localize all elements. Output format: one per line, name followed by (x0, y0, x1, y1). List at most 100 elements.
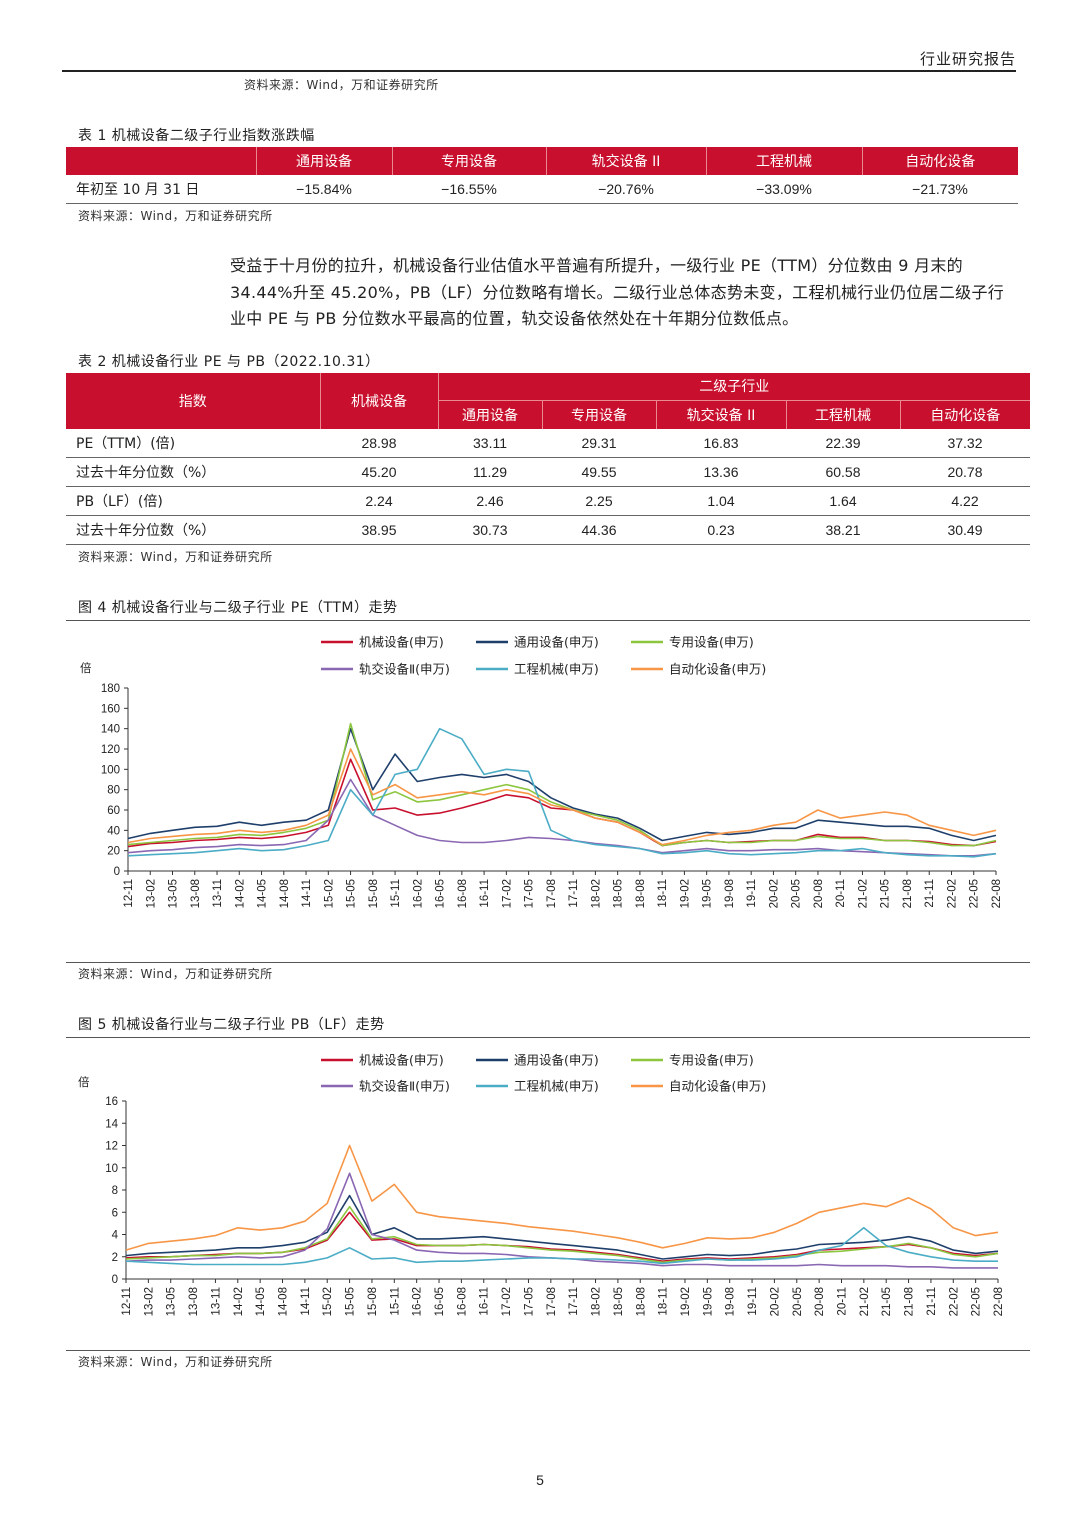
fig5-source: 资料来源：Wind，万和证券研究所 (78, 1355, 273, 1369)
table2-cell: PB（LF）(倍) (66, 486, 320, 516)
pe-ttm-chart: 机械设备(申万) 通用设备(申万) 专用设备(申万) 轨交设备Ⅱ(申万) 工程机械(申万… (80, 635, 1003, 909)
table2-cell: 30.73 (438, 515, 542, 545)
table1-caption: 表 1 机械设备二级子行业指数涨跌幅 (78, 128, 315, 144)
table2-cell: 1.64 (786, 486, 900, 516)
table2-source: 资料来源：Wind，万和证券研究所 (78, 550, 273, 564)
y-tick-label: 4 (112, 1230, 119, 1242)
y-tick-label: 10 (105, 1163, 118, 1175)
x-tick-label: 18-02 (590, 879, 602, 908)
fig5-top-rule (66, 1037, 1030, 1038)
x-tick-label: 14-11 (300, 1287, 312, 1316)
table1-header-cell: 专用设备 (392, 147, 547, 175)
series-line (125, 1205, 999, 1264)
x-tick-label: 20-08 (813, 879, 825, 908)
table-row: PB（LF）(倍) 2.24 2.46 2.25 1.04 1.64 4.22 (66, 486, 1030, 516)
table-row: 过去十年分位数（%） 38.95 30.73 44.36 0.23 38.21 … (66, 515, 1030, 545)
y-tick-label: 160 (101, 703, 120, 715)
x-tick-label: 15-11 (390, 879, 402, 908)
x-tick-label: 14-05 (255, 1287, 267, 1316)
table1-header-cell: 工程机械 (706, 147, 863, 175)
legend-label: 专用设备(申万) (669, 1053, 754, 1068)
x-tick-label: 15-02 (323, 879, 335, 908)
legend-label: 机械设备(申万) (359, 635, 444, 650)
x-tick-label: 13-05 (166, 1287, 178, 1316)
x-tick-label: 18-11 (658, 1287, 670, 1316)
y-tick-label: 140 (101, 724, 120, 736)
table2: 指数 机械设备 二级子行业 通用设备 专用设备 轨交设备 II 工程机械 自动化… (66, 373, 1030, 545)
y-tick-label: 6 (112, 1207, 118, 1219)
series-line (127, 758, 997, 848)
x-tick-label: 22-05 (971, 1287, 983, 1316)
x-tick-label: 21-11 (926, 1287, 938, 1316)
table2-cell: 过去十年分位数（%） (66, 457, 320, 487)
fig5-caption: 图 5 机械设备行业与二级子行业 PB（LF）走势 (78, 1017, 385, 1033)
y-tick-label: 0 (114, 866, 120, 878)
x-tick-label: 13-02 (145, 879, 157, 908)
fig4-top-rule (66, 620, 1030, 621)
header-divider (62, 70, 1016, 72)
y-tick-label: 8 (112, 1185, 118, 1197)
x-tick-label: 18-05 (613, 1287, 625, 1316)
series-line (127, 727, 997, 858)
legend-label: 工程机械(申万) (514, 662, 599, 677)
table2-header-main: 机械设备 (320, 373, 439, 429)
table2-subheader-cell: 轨交设备 II (656, 399, 787, 429)
y-tick-label: 180 (101, 683, 120, 695)
x-tick-label: 17-05 (523, 1287, 535, 1316)
x-tick-label: 16-05 (435, 879, 447, 908)
table1-header-row: 通用设备 专用设备 轨交设备 II 工程机械 自动化设备 (66, 147, 1018, 175)
table1-header-cell (66, 147, 257, 175)
x-tick-label: 17-08 (546, 879, 558, 908)
x-tick-label: 18-11 (657, 879, 669, 908)
x-tick-label: 17-11 (568, 879, 580, 908)
table2-header-row: 指数 机械设备 二级子行业 (66, 373, 1030, 429)
x-tick-label: 20-08 (814, 1287, 826, 1316)
table2-cell: PE（TTM）(倍) (66, 429, 320, 459)
table1-cell: −15.84% (256, 175, 392, 204)
x-tick-label: 15-02 (322, 1287, 334, 1316)
body-paragraph: 受益于十月份的拉升，机械设备行业估值水平普遍有所提升，一级行业 PE（TTM）分… (230, 256, 1005, 328)
table1-header-cell: 轨交设备 II (546, 147, 707, 175)
table2-cell: 22.39 (786, 429, 900, 459)
y-tick-label: 14 (105, 1118, 118, 1130)
x-tick-label: 22-02 (946, 879, 958, 908)
table2-header-group: 二级子行业 (438, 373, 1030, 400)
table2-cell: 4.22 (900, 486, 1030, 516)
fig4-source: 资料来源：Wind，万和证券研究所 (78, 967, 273, 981)
table1-cell: −21.73% (862, 175, 1018, 204)
table2-cell: 38.95 (320, 515, 438, 545)
x-tick-label: 16-05 (434, 1287, 446, 1316)
y-tick-label: 120 (101, 744, 120, 756)
table1-header-cell: 自动化设备 (862, 147, 1018, 175)
x-tick-label: 13-02 (143, 1287, 155, 1316)
series-line (127, 727, 997, 842)
series-line (125, 1194, 999, 1260)
x-tick-label: 16-02 (412, 1287, 424, 1316)
x-tick-label: 14-05 (257, 879, 269, 908)
x-tick-label: 21-11 (924, 879, 936, 908)
pb-lf-chart: 机械设备(申万) 通用设备(申万) 专用设备(申万) 轨交设备Ⅱ(申万) 工程机械(申万… (78, 1053, 1005, 1317)
legend-label: 工程机械(申万) (514, 1079, 599, 1094)
page-number: 5 (536, 1472, 544, 1488)
x-tick-label: 15-05 (346, 879, 358, 908)
x-tick-label: 15-08 (368, 879, 380, 908)
x-tick-label: 15-08 (367, 1287, 379, 1316)
table2-subheader-cell: 通用设备 (438, 399, 543, 429)
fig5-bottom-rule (66, 1350, 1030, 1351)
table1-cell: −16.55% (392, 175, 546, 204)
x-tick-label: 20-02 (768, 879, 780, 908)
x-tick-label: 20-11 (836, 1287, 848, 1316)
x-tick-label: 19-08 (725, 1287, 737, 1316)
table2-cell: 11.29 (438, 457, 542, 487)
y-tick-label: 12 (105, 1141, 118, 1153)
x-tick-label: 15-05 (345, 1287, 357, 1316)
table1-source: 资料来源：Wind，万和证券研究所 (78, 209, 273, 223)
x-tick-label: 18-08 (635, 1287, 647, 1316)
table2-cell: 30.49 (900, 515, 1030, 545)
x-tick-label: 21-08 (904, 1287, 916, 1316)
table2-cell: 28.98 (320, 429, 438, 459)
y-tick-label: 60 (107, 805, 120, 817)
table2-cell: 37.32 (900, 429, 1030, 459)
series-line (125, 1144, 999, 1251)
report-type-header: 行业研究报告 (919, 50, 1016, 68)
